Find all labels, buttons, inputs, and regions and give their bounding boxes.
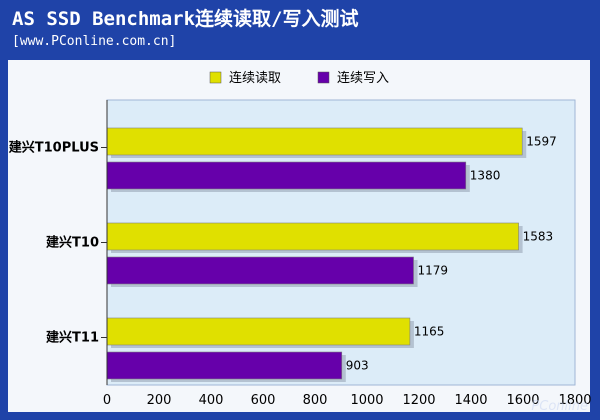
data-label: 903: [346, 359, 369, 373]
x-tick-label: 1200: [402, 393, 435, 408]
x-tick-label: 600: [251, 393, 276, 408]
category-label: 建兴T10PLUS: [9, 140, 99, 156]
data-label: 1583: [523, 230, 554, 244]
category-label: 建兴T11: [46, 330, 99, 346]
bar: [106, 127, 523, 156]
category-labels: 建兴T10PLUS 建兴T10 建兴T11: [9, 140, 107, 346]
x-tick-label: 800: [303, 393, 328, 408]
data-label: 1165: [414, 325, 445, 339]
legend-swatch: [317, 71, 330, 84]
x-tick-label: 400: [199, 393, 224, 408]
bar: [106, 222, 519, 251]
x-tick-label: 1800: [558, 393, 591, 408]
bars-layer: 1597 1380 1583 1179 1165 903: [106, 127, 557, 382]
bar: [106, 256, 414, 285]
data-label: 1380: [470, 169, 501, 183]
bar: [106, 351, 343, 380]
x-tick-label: 200: [147, 393, 172, 408]
watermark-logo: PConline: [531, 399, 588, 414]
data-label: 1597: [526, 135, 557, 149]
legend: 连续读取 连续写入: [209, 70, 389, 86]
x-tick-label: 1600: [506, 393, 539, 408]
chart-title: AS SSD Benchmark连续读取/写入测试: [12, 8, 359, 30]
legend-label: 连续写入: [337, 70, 389, 86]
x-tick-label: 1000: [350, 393, 383, 408]
legend-label: 连续读取: [229, 70, 281, 86]
bar: [106, 317, 411, 346]
x-axis-ticks: 0 200 400 600 800 1000 1200 1400 1600 1800: [103, 393, 592, 408]
legend-swatch: [209, 71, 222, 84]
x-tick-label: 0: [103, 393, 111, 408]
bar: [106, 161, 467, 190]
category-label: 建兴T10: [46, 235, 99, 251]
x-tick-label: 1400: [454, 393, 487, 408]
data-label: 1179: [418, 264, 449, 278]
source-label: [www.PConline.com.cn]: [12, 34, 177, 49]
